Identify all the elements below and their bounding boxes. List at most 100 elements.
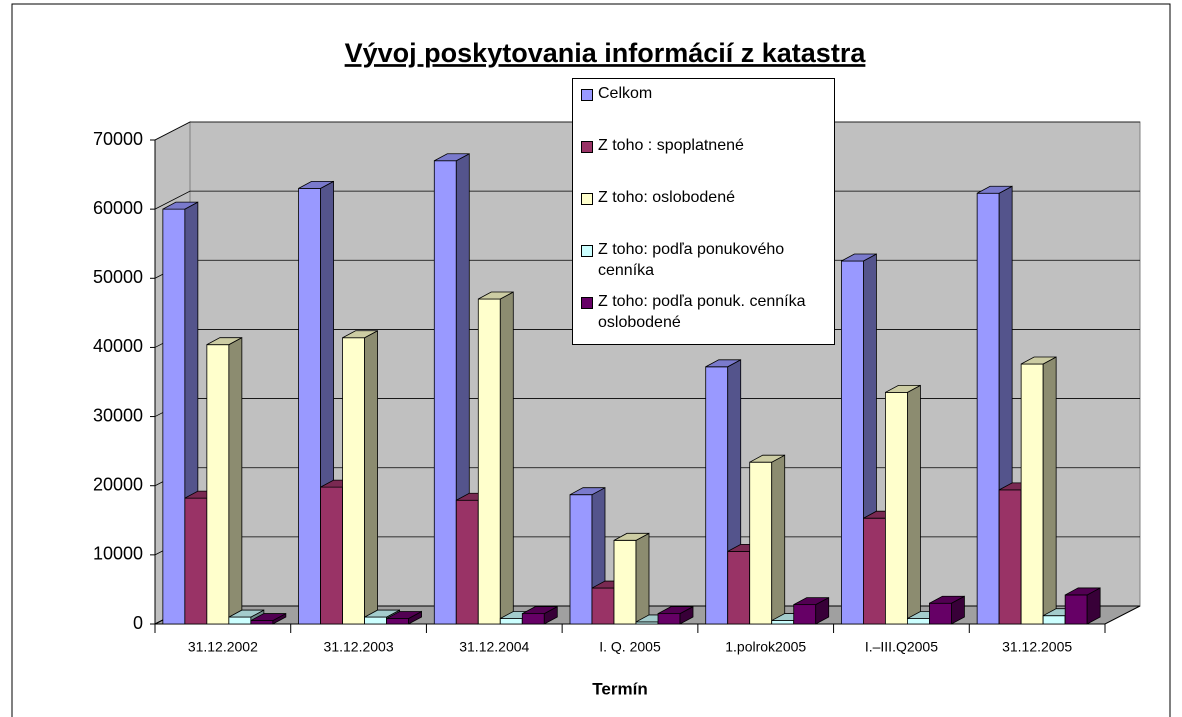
legend-label: Z toho: podľa ponukového cenníka (598, 241, 785, 279)
bar (907, 618, 930, 625)
y-tick-label: 30000 (93, 405, 143, 425)
y-tick-label: 50000 (93, 267, 143, 287)
bar-top (522, 606, 558, 615)
bar (499, 618, 523, 625)
legend-label: Z toho: podľa ponuk. cenníka oslobodené (598, 293, 806, 331)
bar-top (386, 611, 422, 619)
legend-swatch (581, 193, 593, 205)
bar-top (569, 487, 606, 496)
bar-side (907, 384, 921, 625)
y-tick-label: 10000 (93, 544, 143, 564)
bar-side (771, 454, 786, 625)
bar (364, 616, 387, 625)
y-tick-label: 60000 (93, 198, 143, 218)
bar-top (162, 201, 199, 210)
bar (705, 366, 729, 625)
legend-label: Z toho: oslobodené (598, 189, 735, 206)
bar-top (250, 613, 287, 621)
legend-swatch (581, 297, 593, 309)
bar-top (434, 153, 470, 162)
bar (162, 208, 186, 625)
bar-top (841, 253, 877, 262)
bar (184, 497, 208, 625)
bar (841, 260, 864, 625)
bar (771, 620, 795, 625)
bar (885, 391, 908, 625)
x-tick-label: 31.12.2003 (324, 639, 394, 655)
bar (455, 499, 479, 625)
x-tick-label: I. Q. 2005 (599, 639, 661, 655)
bar (569, 494, 593, 625)
x-tick-label: 31.12.2004 (459, 639, 529, 655)
legend-label: Z toho : spoplatnené (598, 137, 744, 154)
x-axis-label: Termín (592, 679, 647, 698)
legend: Celkom Z toho : spoplatnené Z toho: oslobo… (572, 78, 835, 345)
bar (386, 618, 409, 625)
x-tick-label: 1.polrok2005 (725, 639, 806, 655)
bar-top (613, 532, 650, 541)
bar-top (206, 337, 243, 346)
bar (1020, 363, 1044, 625)
bar (342, 337, 365, 625)
legend-swatch (581, 245, 593, 257)
legend-swatch (581, 141, 593, 153)
y-tick-label: 20000 (93, 474, 143, 494)
legend-entry: Z toho: podľa ponukového cenníka (581, 239, 834, 291)
y-tick-label: 70000 (93, 129, 143, 149)
x-tick-label: 31.12.2002 (188, 639, 258, 655)
bar-top (793, 597, 829, 606)
bar-side (228, 336, 243, 625)
bar (976, 192, 1000, 625)
bar-side (635, 532, 650, 625)
bar (1064, 594, 1088, 625)
legend-entry: Celkom (581, 83, 834, 135)
bar-side (1042, 356, 1057, 625)
bar (298, 187, 321, 625)
bar-top (885, 384, 921, 393)
bar-top (929, 595, 965, 604)
bar-top (1064, 587, 1101, 596)
frame (11, 3, 1171, 717)
bar (727, 551, 751, 625)
bar-top (657, 606, 694, 615)
bar-top (364, 609, 400, 618)
bar (863, 517, 886, 625)
bar-top (1020, 356, 1057, 365)
bar (749, 461, 773, 625)
legend-label: Celkom (598, 85, 653, 102)
bar (250, 620, 274, 625)
bar-side (499, 291, 514, 625)
y-tick-label: 40000 (93, 336, 143, 356)
x-tick-label: 31.12.2005 (1002, 639, 1072, 655)
bar-top (228, 609, 265, 618)
bar (206, 344, 230, 625)
bar-top (705, 359, 741, 368)
bar-top (478, 291, 514, 300)
bar (793, 604, 817, 625)
bar (228, 616, 252, 625)
bar (521, 613, 545, 625)
y-tick-label: 0 (133, 613, 143, 633)
bar (591, 587, 615, 625)
bar-top (976, 185, 1013, 194)
bar (477, 298, 501, 625)
bar-top (298, 180, 334, 189)
x-tick-label: I.–III.Q2005 (865, 639, 938, 655)
bar (320, 486, 343, 625)
legend-swatch (581, 89, 593, 101)
bar (998, 489, 1022, 625)
bar-top (342, 330, 378, 339)
bar (929, 602, 952, 625)
legend-entry: Z toho: podľa ponuk. cenníka oslobodené (581, 291, 834, 343)
bar (433, 160, 457, 625)
bar (657, 613, 681, 625)
chart-title: Vývoj poskytovania informácií z katastra (345, 38, 867, 68)
bar (1042, 615, 1066, 625)
bar (613, 539, 637, 625)
legend-entry: Z toho: oslobodené (581, 187, 834, 239)
bar-top (749, 454, 785, 463)
legend-entry: Z toho : spoplatnené (581, 135, 834, 187)
bar-side (364, 330, 378, 625)
